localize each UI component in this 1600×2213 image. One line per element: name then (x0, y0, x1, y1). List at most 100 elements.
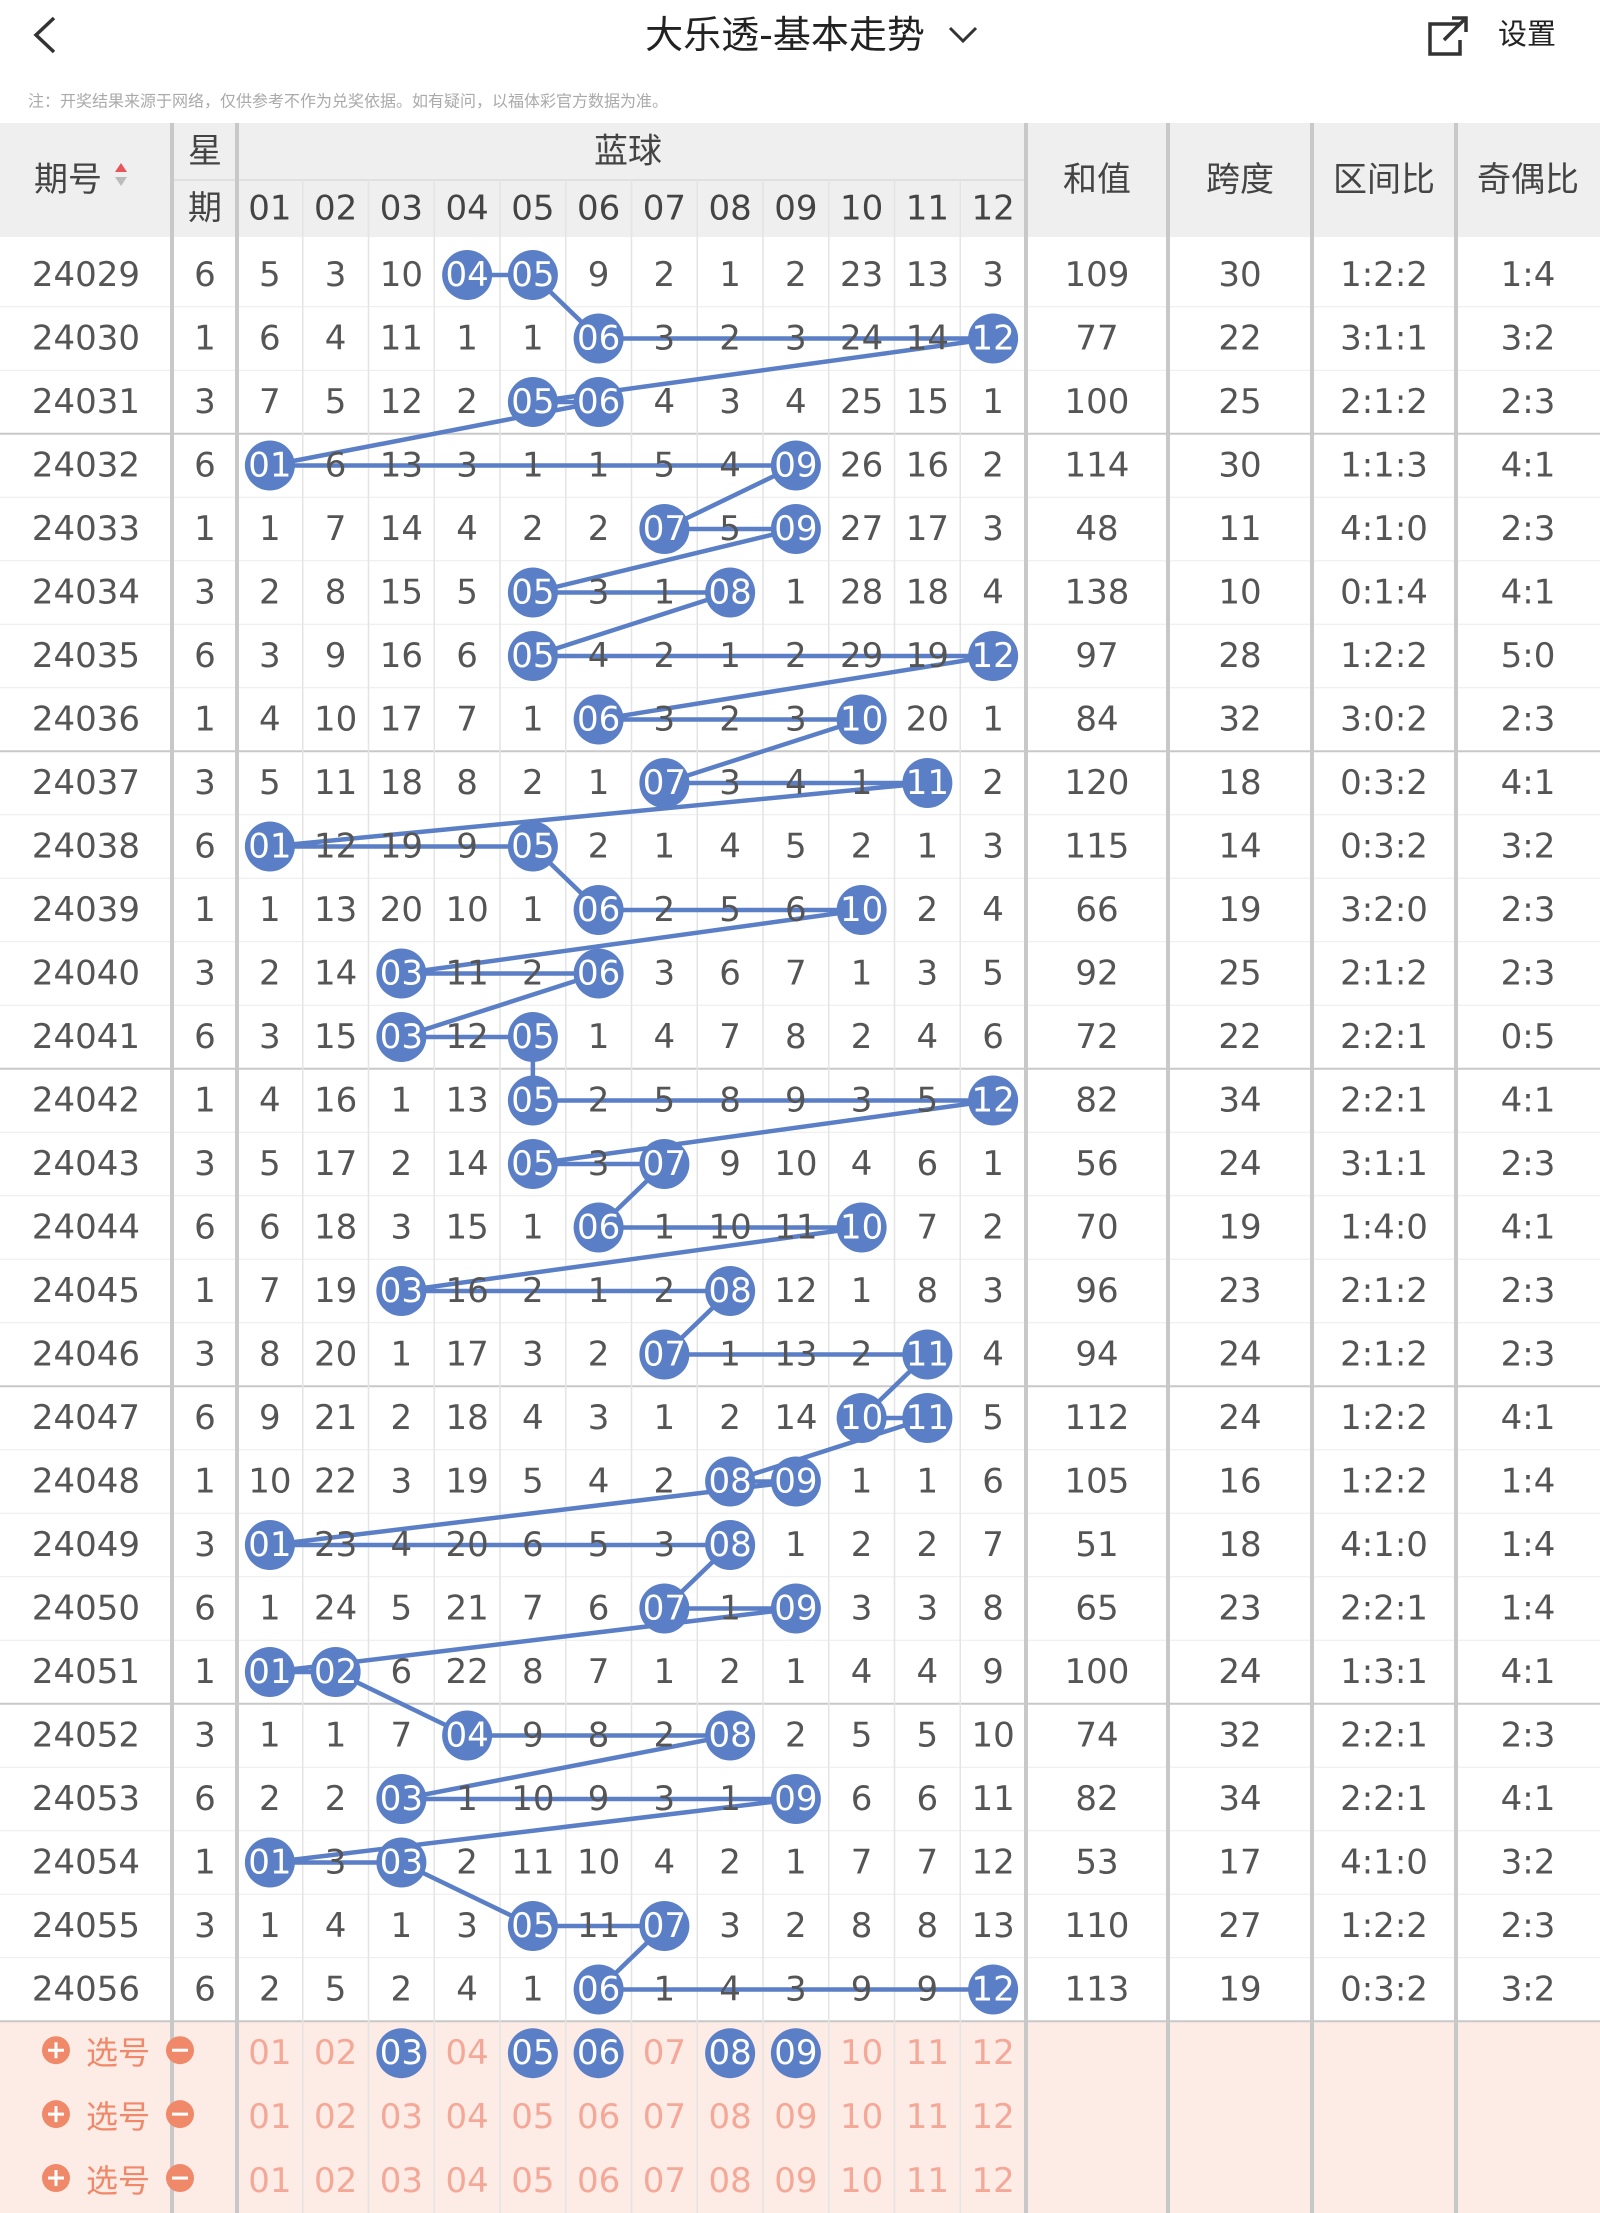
selected-ball[interactable] (573, 2028, 624, 2079)
weekday: 3 (194, 1144, 216, 1184)
picker-ball[interactable]: 11 (906, 2033, 949, 2073)
share-button[interactable] (1428, 16, 1468, 56)
picker-ball[interactable]: 04 (445, 2161, 488, 2201)
odd-even: 2:3 (1501, 1716, 1556, 1756)
ball-hit (705, 1266, 756, 1316)
weekday: 6 (194, 255, 216, 295)
picker-ball[interactable]: 01 (248, 2161, 291, 2201)
title-dropdown[interactable] (948, 26, 978, 44)
picker-ball[interactable]: 04 (445, 2097, 488, 2137)
miss-count: 1 (719, 1779, 741, 1819)
miss-count: 7 (391, 1716, 413, 1756)
picker-ball[interactable]: 07 (643, 2033, 686, 2073)
ball-number: 07 (643, 509, 686, 549)
picker-ball[interactable]: 12 (971, 2097, 1014, 2137)
miss-count: 2 (522, 954, 544, 994)
selected-ball-number[interactable]: 06 (577, 2033, 620, 2073)
ball-number: 10 (840, 1398, 883, 1438)
miss-count: 18 (906, 573, 949, 613)
selected-ball-number[interactable]: 03 (380, 2033, 423, 2073)
title[interactable]: 大乐透-基本走势 (645, 13, 925, 57)
picker-ball[interactable]: 06 (577, 2097, 620, 2137)
picker-ball[interactable]: 12 (971, 2033, 1014, 2073)
selected-ball-number[interactable]: 05 (511, 2033, 554, 2073)
miss-count: 18 (314, 1208, 357, 1248)
miss-count: 2 (654, 1716, 676, 1756)
picker-ball[interactable]: 05 (511, 2097, 554, 2137)
picker-ball[interactable]: 08 (708, 2097, 751, 2137)
picker-ball[interactable]: 06 (577, 2161, 620, 2201)
picker-ball[interactable]: 10 (840, 2161, 883, 2201)
ball-number: 05 (511, 382, 554, 422)
picker-ball[interactable]: 02 (314, 2033, 357, 2073)
picker-ball[interactable]: 07 (643, 2097, 686, 2137)
picker-ball[interactable]: 12 (971, 2161, 1014, 2201)
selected-ball-number[interactable]: 09 (774, 2033, 817, 2073)
miss-count: 13 (380, 446, 423, 486)
weekday: 3 (194, 382, 216, 422)
picker-ball[interactable]: 04 (445, 2033, 488, 2073)
period: 24034 (32, 573, 140, 613)
miss-count: 4 (982, 890, 1004, 930)
picker-ball[interactable]: 11 (906, 2097, 949, 2137)
selected-ball[interactable] (376, 2028, 427, 2079)
picker-ball[interactable]: 09 (774, 2161, 817, 2201)
ball-header: 05 (511, 189, 554, 229)
span: 18 (1218, 1525, 1261, 1565)
miss-count: 2 (456, 382, 478, 422)
ball-hit (573, 948, 624, 999)
picker-ball[interactable]: 10 (840, 2097, 883, 2137)
back-button[interactable] (33, 16, 56, 54)
miss-count: 15 (445, 1208, 488, 1248)
weekday: 6 (194, 1017, 216, 1057)
picker-ball[interactable]: 01 (248, 2033, 291, 2073)
picker-ball[interactable]: 01 (248, 2097, 291, 2137)
span: 14 (1218, 827, 1261, 867)
miss-count: 3 (917, 954, 939, 994)
miss-count: 1 (522, 319, 544, 359)
ball-number: 10 (840, 700, 883, 740)
sum: 53 (1075, 1843, 1118, 1883)
selected-ball[interactable] (507, 2028, 558, 2079)
ball-number: 03 (380, 1017, 423, 1057)
picker-ball[interactable]: 07 (643, 2161, 686, 2201)
period: 24055 (32, 1906, 140, 1946)
picker-ball[interactable]: 11 (906, 2161, 949, 2201)
miss-count: 7 (456, 700, 478, 740)
ball-number: 07 (643, 1144, 686, 1184)
miss-count: 3 (719, 1906, 741, 1946)
period: 24045 (32, 1271, 140, 1311)
ball-hit (573, 377, 624, 427)
ball-header: 02 (314, 189, 357, 229)
miss-count: 7 (522, 1589, 544, 1629)
settings-button[interactable]: 设置 (1498, 17, 1556, 51)
picker-ball[interactable]: 05 (511, 2161, 554, 2201)
picker-ball[interactable]: 03 (380, 2161, 423, 2201)
weekday: 1 (194, 1652, 216, 1692)
miss-count: 7 (917, 1208, 939, 1248)
miss-count: 5 (719, 509, 741, 549)
ball-header: 07 (643, 189, 686, 229)
miss-count: 14 (380, 509, 423, 549)
selected-ball-number[interactable]: 08 (708, 2033, 751, 2073)
miss-count: 3 (785, 700, 807, 740)
sort-up-icon[interactable] (115, 163, 127, 172)
miss-count: 1 (654, 573, 676, 613)
selected-ball[interactable] (705, 2028, 756, 2079)
miss-count: 1 (391, 1335, 413, 1375)
sum: 84 (1075, 700, 1118, 740)
selected-ball[interactable] (770, 2028, 821, 2079)
miss-count: 1 (259, 890, 281, 930)
sort-down-icon[interactable] (115, 177, 127, 186)
sum-header: 和值 (1063, 160, 1131, 200)
picker-ball[interactable]: 02 (314, 2161, 357, 2201)
ball-number: 10 (840, 1208, 883, 1248)
picker-ball[interactable]: 08 (708, 2161, 751, 2201)
miss-count: 2 (719, 700, 741, 740)
picker-ball[interactable]: 03 (380, 2097, 423, 2137)
picker-ball[interactable]: 02 (314, 2097, 357, 2137)
picker-ball[interactable]: 10 (840, 2033, 883, 2073)
miss-count: 1 (719, 1335, 741, 1375)
picker-ball[interactable]: 09 (774, 2097, 817, 2137)
span: 27 (1218, 1906, 1261, 1946)
